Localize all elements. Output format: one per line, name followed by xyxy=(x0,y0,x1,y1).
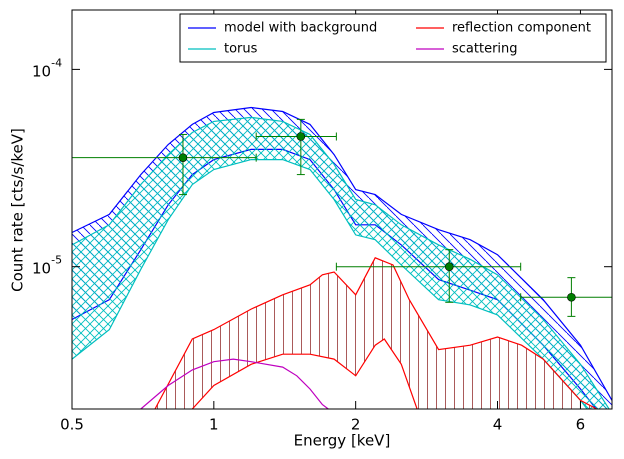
data-point xyxy=(567,292,576,302)
x-tick-label: 0.5 xyxy=(60,416,84,434)
tick-exponent: -4 xyxy=(51,56,62,69)
x-tick-label: 1 xyxy=(209,416,219,434)
band-upper-line xyxy=(154,257,598,409)
band-hatch xyxy=(155,257,597,409)
legend-label: scattering xyxy=(452,42,518,57)
y-tick-label: 10-5 xyxy=(32,254,62,278)
line xyxy=(140,358,329,409)
tick-base: 10 xyxy=(32,62,51,80)
axes-frame xyxy=(71,9,613,410)
x-axis-label: Energy [keV] xyxy=(294,432,391,450)
data-point xyxy=(178,153,188,162)
band-upper-line xyxy=(72,106,612,401)
band-lower-line xyxy=(191,338,418,409)
data-point xyxy=(296,132,306,141)
data-point xyxy=(444,262,454,271)
y-axis-label: Count rate [cts/s/keV] xyxy=(9,128,27,292)
legend-box xyxy=(179,13,607,63)
legend-label: reflection component xyxy=(452,21,591,36)
legend-label: torus xyxy=(224,42,258,57)
y-tick-label: 10-4 xyxy=(32,56,62,80)
plot-area xyxy=(72,106,612,409)
band-upper-line xyxy=(72,116,610,409)
legend-label: model with background xyxy=(224,21,377,36)
band-lower-line xyxy=(72,159,588,409)
x-tick-label: 2 xyxy=(351,416,361,434)
tick-exponent: -5 xyxy=(51,254,62,267)
x-tick-label: 4 xyxy=(493,416,503,434)
tick-base: 10 xyxy=(32,259,51,277)
x-tick-label: 6 xyxy=(576,416,586,434)
